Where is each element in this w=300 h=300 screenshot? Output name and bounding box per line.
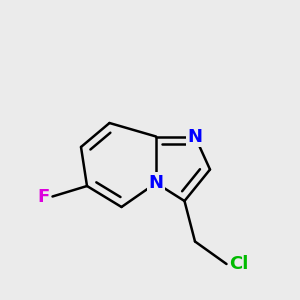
Text: F: F: [37, 188, 50, 206]
Text: N: N: [188, 128, 202, 146]
Text: Cl: Cl: [230, 255, 249, 273]
Text: N: N: [148, 174, 164, 192]
